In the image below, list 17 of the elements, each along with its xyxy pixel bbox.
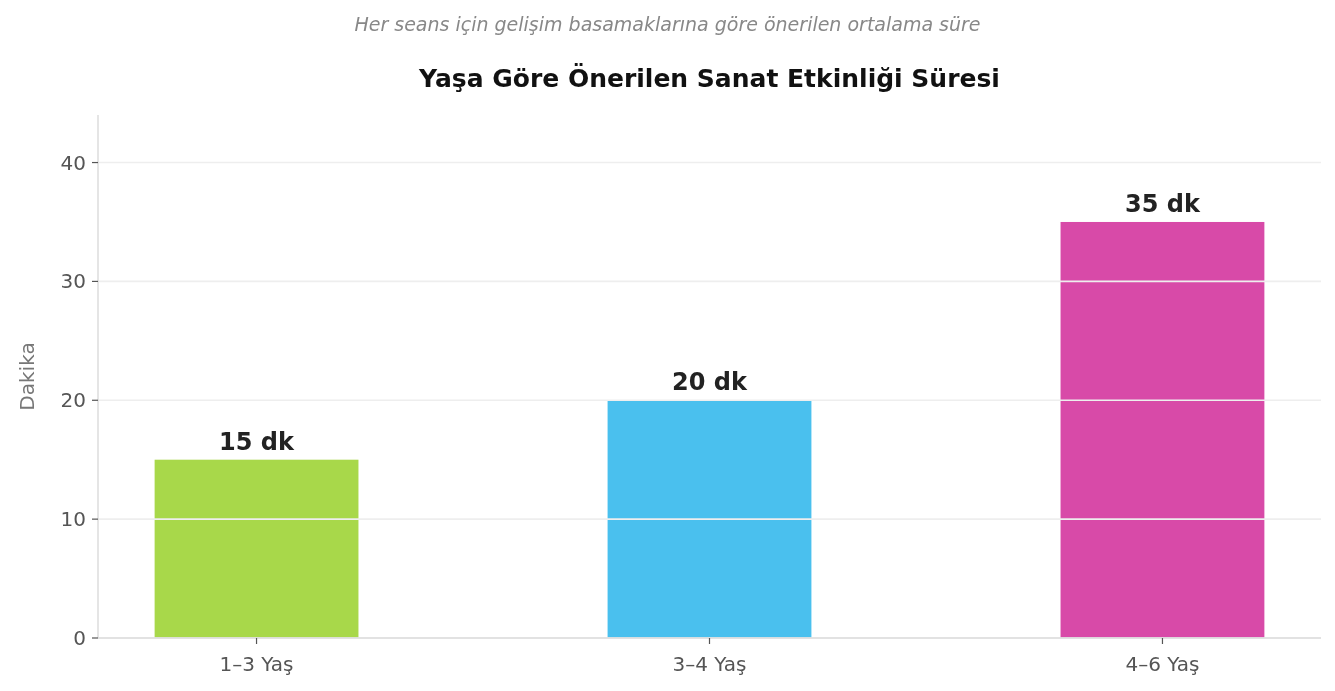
x-tick-label: 1–3 Yaş <box>219 652 294 676</box>
y-axis-title: Dakika <box>15 342 39 411</box>
chart-subtitle: Her seans için gelişim basamaklarına göre önerilen ortalama süre <box>354 13 981 35</box>
bar <box>607 400 812 638</box>
bar <box>154 459 359 638</box>
y-tick-label: 30 <box>60 269 86 294</box>
chart-title: Yaşa Göre Önerilen Sanat Etkinliği Süresi <box>418 63 1000 93</box>
y-tick-label: 0 <box>73 626 86 650</box>
x-tick-label: 4–6 Yaş <box>1125 652 1200 676</box>
data-label: 35 dk <box>1125 189 1201 218</box>
y-tick-label: 10 <box>60 507 86 532</box>
bar <box>1060 221 1265 638</box>
x-tick-label: 3–4 Yaş <box>672 652 747 676</box>
data-label: 20 dk <box>672 368 748 397</box>
data-label: 15 dk <box>219 427 296 456</box>
y-tick-label: 40 <box>60 150 86 175</box>
y-tick-label: 20 <box>60 388 86 413</box>
